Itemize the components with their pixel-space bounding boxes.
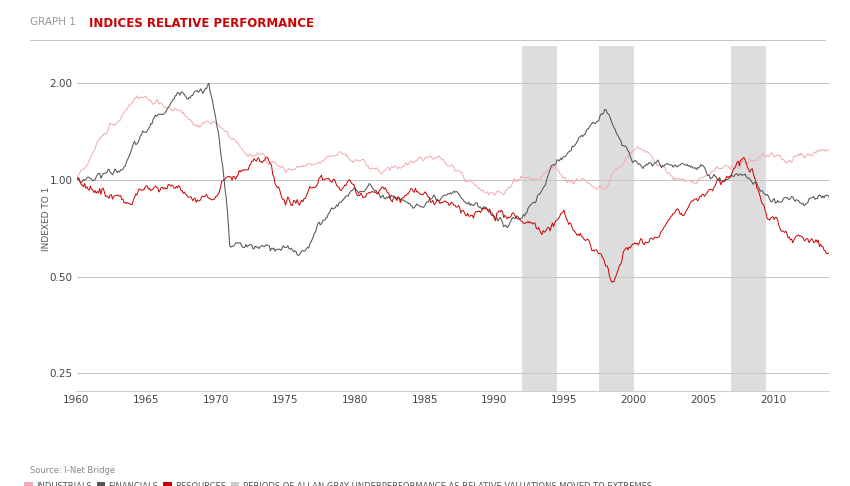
Text: Source: I-Net Bridge: Source: I-Net Bridge (30, 466, 115, 475)
Legend: INDUSTRIALS, FINANCIALS, RESOURCES, PERIODS OF ALLAN GRAY UNDERPERFORMANCE AS RE: INDUSTRIALS, FINANCIALS, RESOURCES, PERI… (25, 482, 652, 486)
Y-axis label: INDEXED TO 1: INDEXED TO 1 (42, 187, 51, 251)
Bar (731, 46, 766, 391)
Bar (599, 46, 634, 391)
Text: INDICES RELATIVE PERFORMANCE: INDICES RELATIVE PERFORMANCE (89, 17, 314, 30)
Text: GRAPH 1: GRAPH 1 (30, 17, 76, 27)
Bar (522, 46, 557, 391)
